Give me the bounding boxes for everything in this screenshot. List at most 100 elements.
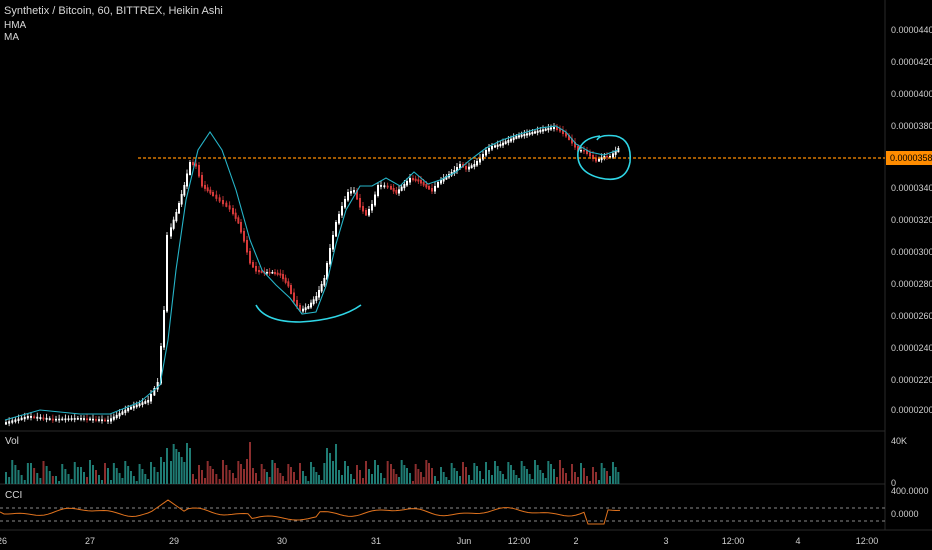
volume-bar: [356, 465, 358, 484]
chart-title: Synthetix / Bitcoin, 60, BITTREX, Heikin…: [4, 5, 223, 17]
volume-tick-0: 0: [891, 478, 896, 488]
volume-bar: [92, 465, 94, 484]
candle-body: [58, 418, 61, 421]
indicator-hma-label[interactable]: HMA: [4, 20, 27, 31]
volume-bar: [95, 470, 97, 484]
time-tick-label: 4: [795, 536, 800, 546]
volume-bar: [64, 469, 67, 484]
volume-bar: [417, 469, 420, 484]
volume-bar: [571, 464, 573, 484]
volume-bar: [178, 452, 180, 484]
candle-body: [568, 135, 570, 140]
volume-bar: [568, 481, 570, 484]
volume-bar: [118, 473, 121, 484]
candle-body: [104, 419, 106, 422]
candle-body: [45, 417, 48, 420]
volume-bar: [17, 470, 20, 484]
candle-body: [353, 190, 355, 193]
volume-bar: [315, 472, 318, 484]
volume-bar: [580, 463, 582, 484]
volume-bar: [70, 479, 73, 484]
candle-body: [614, 150, 617, 155]
candle-body: [536, 130, 539, 133]
candle-body: [377, 185, 379, 196]
volume-bar: [350, 474, 352, 484]
volume-bar: [440, 467, 442, 484]
volume-bar: [462, 462, 464, 484]
volume-bar: [431, 468, 433, 484]
candle-body: [329, 248, 331, 265]
volume-bar: [512, 470, 515, 484]
volume-bar: [206, 461, 209, 484]
volume-bar: [550, 464, 552, 484]
volume-bar: [323, 463, 326, 484]
candle-body: [617, 148, 620, 153]
price-tick-label: 0.0000280: [891, 279, 932, 289]
candle-body: [268, 272, 271, 274]
candle-body: [318, 290, 320, 298]
volume-bar: [274, 463, 276, 484]
volume-bar: [523, 466, 526, 484]
candle-body: [431, 188, 433, 192]
candle-body: [344, 199, 346, 208]
candle-body: [61, 418, 64, 421]
candle-body: [232, 208, 234, 215]
candle-body: [534, 131, 536, 134]
candle-body: [150, 394, 152, 402]
candle-body: [115, 414, 118, 419]
volume-bar: [127, 466, 130, 484]
candle-body: [428, 186, 430, 190]
candle-body: [412, 178, 414, 181]
volume-bar: [107, 468, 109, 484]
volume-bar: [589, 481, 591, 484]
volume-bar: [368, 469, 370, 484]
candle-body: [440, 180, 442, 184]
candle-body: [48, 418, 51, 421]
candle-body: [518, 135, 520, 138]
annotation-bottom-arc[interactable]: [255, 304, 362, 323]
volume-bar: [332, 461, 334, 484]
candle-body: [374, 194, 376, 206]
candle-body: [595, 157, 597, 162]
candle-body: [320, 284, 323, 292]
candle-body: [600, 157, 603, 161]
volume-bar: [299, 463, 301, 484]
candle-body: [556, 127, 558, 130]
volume-bar: [246, 459, 248, 484]
candle-body: [204, 185, 206, 189]
price-tick-label: 0.0000200: [891, 405, 932, 415]
volume-bar: [26, 463, 29, 484]
candle-body: [479, 158, 481, 163]
volume-bar: [600, 463, 603, 484]
candle-body: [218, 197, 221, 202]
candle-body: [553, 127, 555, 129]
volume-bar: [284, 481, 287, 484]
volume-bar: [86, 477, 88, 484]
candle-body: [170, 227, 172, 237]
volume-bar: [365, 461, 367, 484]
candle-body: [362, 206, 364, 212]
volume-bar: [5, 472, 7, 484]
volume-bar: [243, 469, 245, 484]
candle-body: [414, 178, 417, 181]
volume-bar: [163, 462, 165, 484]
volume-bar: [144, 474, 147, 484]
volume-bar: [374, 460, 376, 484]
volume-bar: [526, 469, 528, 484]
candle-body: [312, 299, 315, 305]
candle-body: [147, 400, 150, 403]
indicator-ma-label[interactable]: MA: [4, 32, 19, 43]
annotation-circle[interactable]: [577, 134, 632, 181]
candle-body: [274, 272, 276, 275]
candle-body: [86, 418, 88, 421]
candle-body: [586, 150, 588, 154]
candle-body: [502, 142, 504, 146]
candle-body: [356, 190, 358, 200]
candle-body: [130, 406, 132, 410]
candle-body: [359, 198, 361, 208]
candle-body: [383, 185, 386, 188]
candle-body: [482, 154, 484, 160]
volume-bar: [293, 472, 295, 484]
candle-body: [198, 165, 200, 177]
